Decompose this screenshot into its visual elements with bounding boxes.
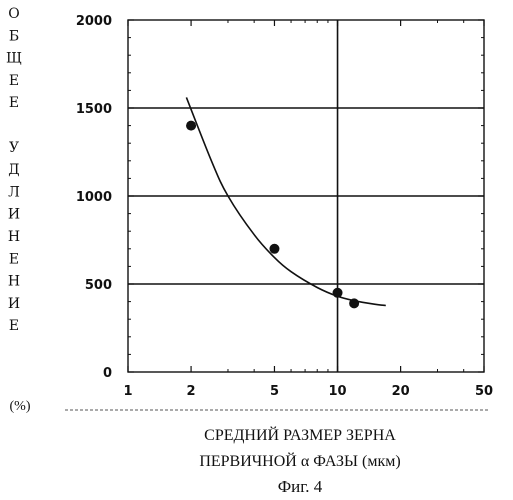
- y-axis-label-letter: Н: [8, 229, 20, 245]
- x-tick-label: 50: [475, 384, 493, 399]
- y-axis-label-letter: Б: [9, 28, 19, 44]
- y-axis-label: ОБЩЕЕУДЛИНЕНИЕ: [6, 6, 22, 334]
- y-axis-label-letter: Д: [8, 162, 19, 178]
- x-tick-label: 5: [270, 384, 279, 399]
- data-point: [349, 298, 359, 308]
- y-tick-label: 1000: [76, 190, 112, 205]
- y-axis-label-letter: И: [8, 207, 20, 223]
- y-axis-label-letter: У: [9, 140, 19, 156]
- x-axis-label-line2: ПЕРВИЧНОЙ α ФАЗЫ (мкм): [199, 451, 400, 470]
- data-point: [333, 288, 343, 298]
- x-axis-label-line1: СРЕДНИЙ РАЗМЕР ЗЕРНА: [204, 425, 396, 444]
- y-axis-label-letter: И: [8, 296, 20, 312]
- y-tick-label: 1500: [76, 102, 112, 117]
- y-unit-label: (%): [10, 399, 31, 414]
- data-point: [269, 244, 279, 254]
- x-tick-label: 10: [328, 384, 346, 399]
- y-tick-label: 500: [85, 278, 112, 293]
- y-tick-label: 0: [103, 366, 112, 381]
- data-point: [186, 121, 196, 131]
- y-axis-label-letter: Н: [8, 274, 20, 290]
- y-axis-label-letter: О: [8, 6, 19, 22]
- y-axis-label-letter: Е: [9, 95, 19, 111]
- y-axis-label-letter: Л: [8, 184, 20, 200]
- y-axis-label-letter: Е: [9, 73, 19, 89]
- y-axis-label-letter: Е: [9, 318, 19, 334]
- plot-area: 0 500 1000 1500 2000 1 2 5 10 20 50: [76, 14, 493, 399]
- y-axis-label-letter: Щ: [6, 51, 22, 67]
- y-axis-label-letter: Е: [9, 251, 19, 267]
- x-tick-label: 20: [392, 384, 410, 399]
- fit-curve: [186, 97, 385, 305]
- y-tick-label: 2000: [76, 14, 112, 29]
- x-tick-label: 1: [123, 384, 132, 399]
- figure-caption: Фиг. 4: [278, 477, 323, 496]
- x-tick-label: 2: [187, 384, 196, 399]
